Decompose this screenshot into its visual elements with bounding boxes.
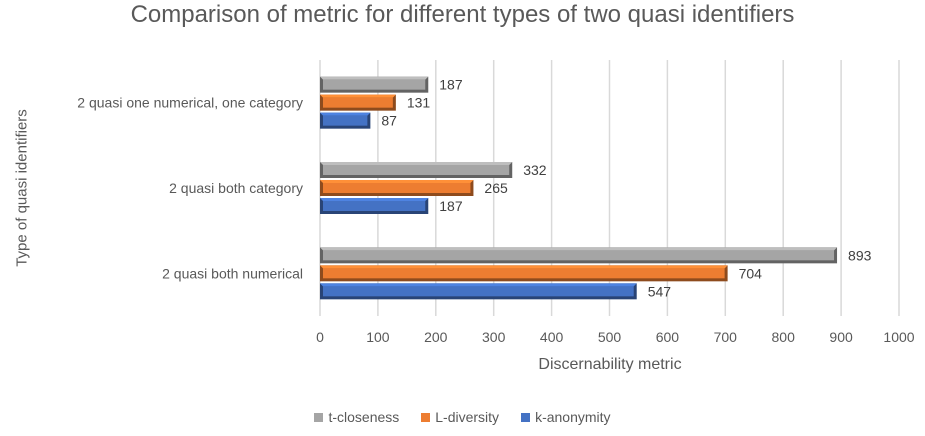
category-label: 2 quasi both category (169, 180, 303, 196)
x-tick-label: 300 (482, 329, 506, 345)
bar-highlight (320, 76, 429, 80)
data-label: 893 (848, 247, 872, 263)
x-tick-label: 900 (829, 329, 853, 345)
bar-highlight (320, 283, 637, 287)
bar-highlight (320, 94, 396, 98)
x-axis-label: Discernability metric (538, 356, 682, 373)
data-label: 187 (439, 198, 463, 214)
data-label: 547 (648, 283, 672, 299)
bar-face (323, 165, 510, 175)
x-tick-label: 800 (772, 329, 796, 345)
data-label: 187 (439, 77, 463, 93)
bar-highlight (320, 247, 838, 251)
x-tick-label: 600 (656, 329, 680, 345)
legend-item-t-closeness: t-closeness (314, 409, 399, 425)
legend-item-l-diversity: L-diversity (421, 409, 499, 425)
bar-face (323, 201, 426, 211)
bar-face (323, 79, 426, 90)
x-tick-label: 500 (598, 329, 622, 345)
x-tick-label: 100 (366, 329, 390, 345)
legend-item-k-anonymity: k-anonymity (521, 409, 611, 425)
data-label: 265 (484, 180, 508, 196)
bar-face (323, 183, 471, 193)
legend-swatch-l-diversity (421, 412, 431, 422)
bar-highlight (320, 162, 513, 165)
legend-label: L-diversity (435, 409, 500, 425)
chart-title: Comparison of metric for different types… (130, 1, 795, 28)
bar-face (323, 286, 634, 297)
category-label: 2 quasi both numerical (162, 265, 303, 281)
x-tick-label: 700 (714, 329, 738, 345)
x-tick-label: 400 (540, 329, 564, 345)
data-label: 87 (381, 113, 397, 129)
legend-label: t-closeness (328, 409, 400, 425)
bar-face (323, 97, 393, 108)
x-tick-label: 1000 (883, 329, 914, 345)
data-label: 131 (407, 95, 431, 111)
bar-highlight (320, 180, 474, 183)
x-tick-label: 0 (316, 329, 324, 345)
x-tick-label: 200 (424, 329, 448, 345)
data-label: 332 (523, 162, 547, 178)
data-label: 704 (739, 265, 763, 281)
chart-legend: t-closeness L-diversity k-anonymity (0, 409, 925, 425)
category-label: 2 quasi one numerical, one category (77, 95, 303, 111)
bar-highlight (320, 265, 728, 269)
legend-label: k-anonymity (535, 409, 611, 425)
bar-face (323, 268, 725, 279)
bar-highlight (320, 112, 371, 116)
legend-swatch-k-anonymity (521, 412, 531, 422)
bar-face (323, 250, 835, 261)
bar-highlight (320, 198, 429, 201)
legend-swatch-t-closeness (314, 412, 324, 422)
bar-face (323, 115, 368, 126)
